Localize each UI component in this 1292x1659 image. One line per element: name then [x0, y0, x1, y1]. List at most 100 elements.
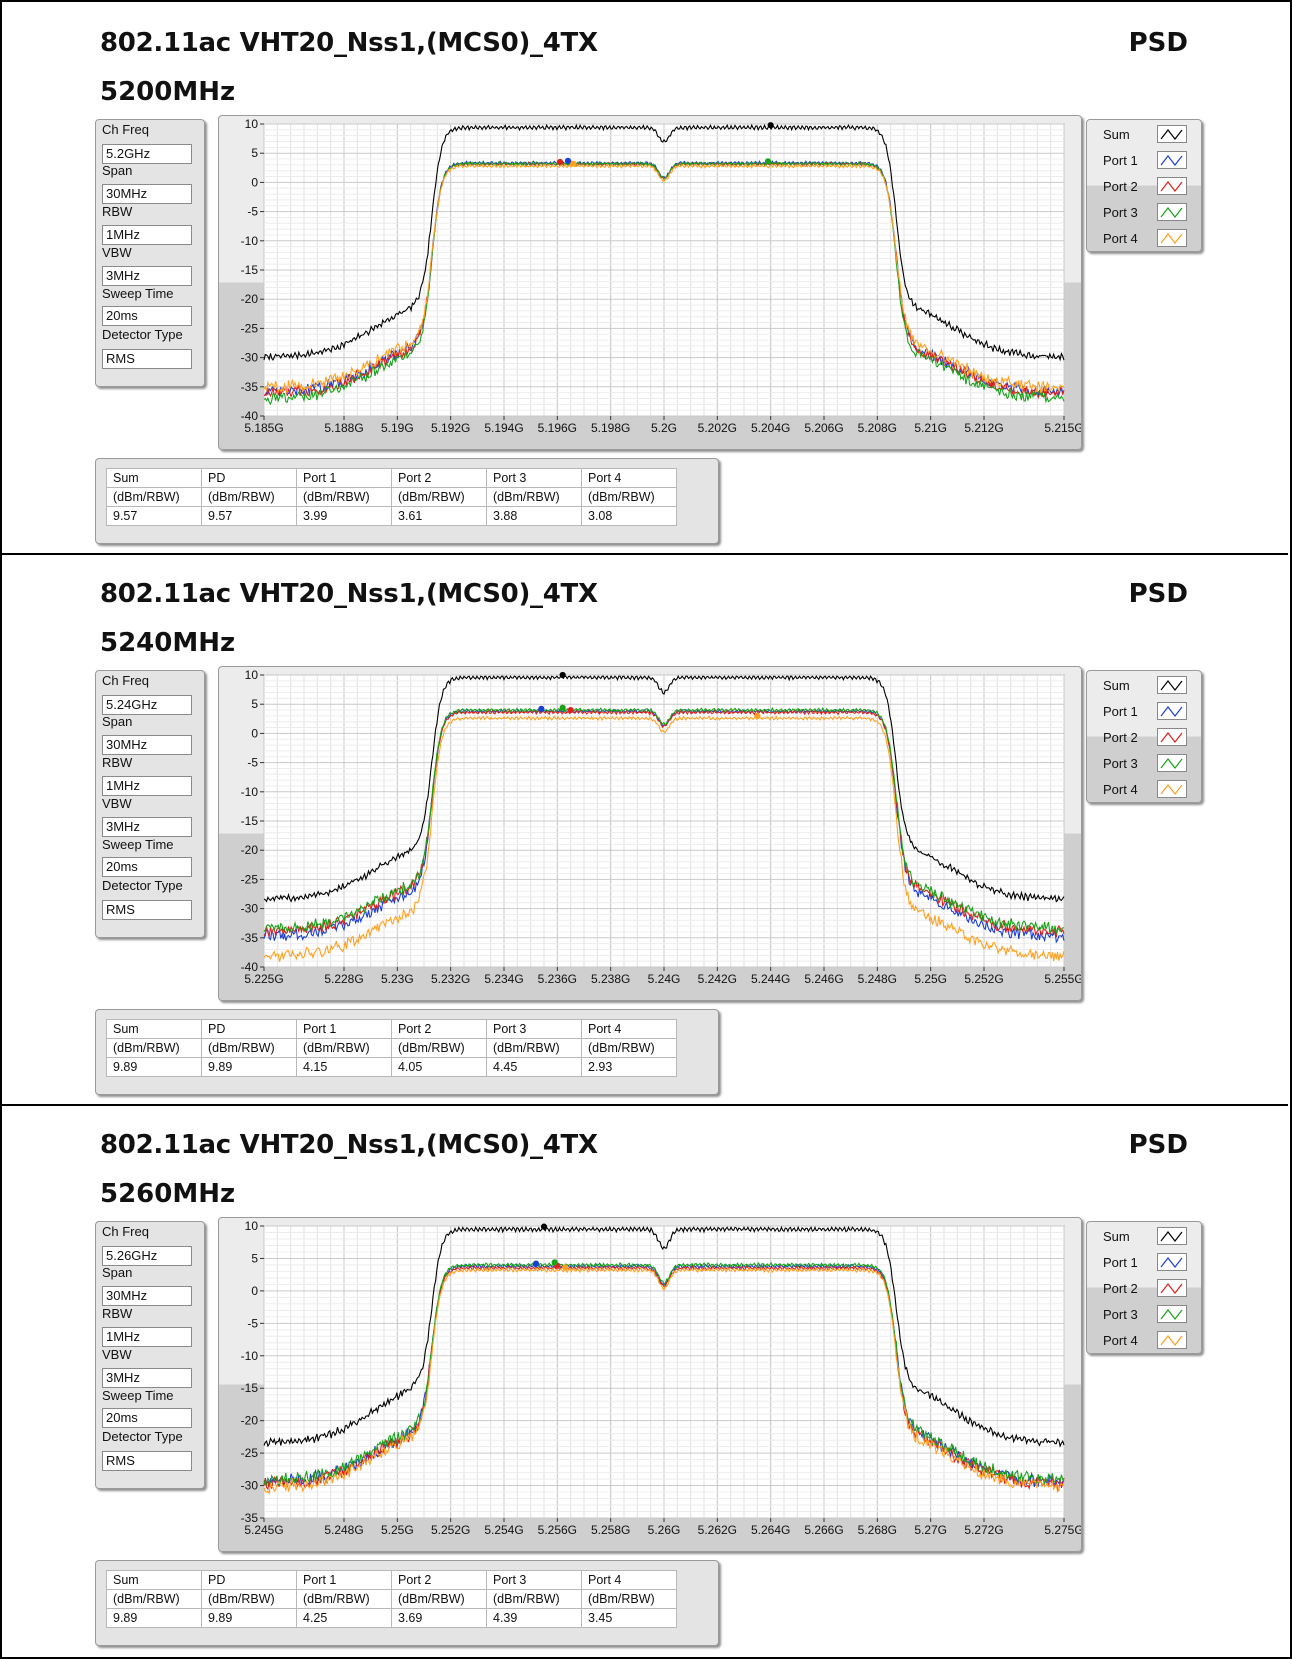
table-row: (dBm/RBW) (dBm/RBW) (dBm/RBW) (dBm/RBW) (dBm… — [106, 1038, 677, 1058]
y-tick-label: 0 — [251, 726, 258, 740]
x-tick-label: 5.248G — [324, 1523, 363, 1537]
x-tick-label: 5.236G — [538, 972, 577, 986]
table-cell: 3.08 — [581, 506, 677, 526]
table-cell: 4.39 — [486, 1608, 582, 1628]
param-value-field[interactable]: 5.26GHz — [102, 1246, 192, 1266]
table-cell: 3.45 — [581, 1608, 677, 1628]
legend-item[interactable]: Port 2 — [1087, 175, 1203, 199]
legend-item[interactable]: Port 1 — [1087, 700, 1203, 724]
param-value-field[interactable]: 30MHz — [102, 184, 192, 204]
legend-item[interactable]: Port 1 — [1087, 149, 1203, 173]
param-value-field[interactable]: 30MHz — [102, 1286, 192, 1306]
y-tick-label: 0 — [251, 175, 258, 189]
table-cell: 9.57 — [106, 506, 202, 526]
legend-panel[interactable]: Sum Port 1 Port 2 Port 3 Port 4 — [1086, 119, 1202, 252]
table-cell: 3.69 — [391, 1608, 487, 1628]
legend-item[interactable]: Sum — [1087, 674, 1203, 698]
legend-item[interactable]: Port 3 — [1087, 1303, 1203, 1327]
psd-label: PSD — [1128, 28, 1188, 58]
y-tick-label: 10 — [245, 668, 259, 682]
param-value-field[interactable]: 1MHz — [102, 1327, 192, 1347]
table-row: 9.57 9.57 3.99 3.61 3.88 3.08 — [106, 506, 677, 526]
legend-item[interactable]: Sum — [1087, 1225, 1203, 1249]
y-tick-label: -25 — [241, 321, 259, 335]
chart-section: 802.11ac VHT20_Nss1,(MCS0)_4TX PSD 5240MHz… — [2, 551, 1288, 1102]
table-cell: (dBm/RBW) — [486, 1038, 582, 1058]
legend-line-glyph — [1160, 1309, 1183, 1320]
peak-marker — [767, 122, 774, 129]
table-cell: 9.89 — [201, 1608, 297, 1628]
y-tick-label: 0 — [251, 1284, 258, 1298]
x-tick-label: 5.27G — [914, 1523, 947, 1537]
legend-item[interactable]: Port 4 — [1087, 227, 1203, 251]
legend-item[interactable]: Port 2 — [1087, 1277, 1203, 1301]
param-value-field[interactable]: 30MHz — [102, 735, 192, 755]
legend-item[interactable]: Port 3 — [1087, 201, 1203, 225]
param-value-field[interactable]: 5.24GHz — [102, 695, 192, 715]
trace-port-4 — [263, 715, 1065, 962]
legend-line-glyph — [1160, 706, 1183, 717]
param-value-field[interactable]: 3MHz — [102, 1368, 192, 1388]
y-tick-label: -35 — [241, 931, 259, 945]
legend-label: Port 3 — [1103, 205, 1138, 220]
x-tick-label: 5.266G — [804, 1523, 843, 1537]
table-row: 9.89 9.89 4.15 4.05 4.45 2.93 — [106, 1057, 677, 1077]
x-tick-label: 5.25G — [914, 972, 947, 986]
psd-label: PSD — [1128, 1130, 1188, 1160]
x-tick-label: 5.25G — [381, 1523, 414, 1537]
param-value-field[interactable]: 20ms — [102, 306, 192, 326]
param-value-field[interactable]: RMS — [102, 900, 192, 920]
param-label: Detector Type — [102, 878, 183, 893]
psd-label: PSD — [1128, 579, 1188, 609]
legend-panel[interactable]: Sum Port 1 Port 2 Port 3 Port 4 — [1086, 1221, 1202, 1354]
chart-subtitle: 5200MHz — [100, 77, 236, 107]
x-tick-label: 5.228G — [324, 972, 363, 986]
x-tick-label: 5.255G — [1044, 972, 1081, 986]
legend-line-glyph — [1160, 1257, 1183, 1268]
legend-line-glyph — [1160, 129, 1183, 140]
param-value-field[interactable]: 20ms — [102, 857, 192, 877]
legend-item[interactable]: Port 4 — [1087, 778, 1203, 802]
table-cell: (dBm/RBW) — [486, 487, 582, 507]
legend-panel[interactable]: Sum Port 1 Port 2 Port 3 Port 4 — [1086, 670, 1202, 803]
peak-marker — [754, 712, 761, 719]
x-tick-label: 5.232G — [431, 972, 470, 986]
legend-item[interactable]: Port 1 — [1087, 1251, 1203, 1275]
table-cell: Sum — [106, 1570, 202, 1590]
y-tick-label: -10 — [241, 785, 259, 799]
table-cell: Port 4 — [581, 1019, 677, 1039]
table-cell: (dBm/RBW) — [106, 1589, 202, 1609]
x-tick-label: 5.256G — [538, 1523, 577, 1537]
param-value-field[interactable]: 1MHz — [102, 776, 192, 796]
peak-marker — [559, 671, 566, 679]
table-cell: (dBm/RBW) — [106, 1038, 202, 1058]
param-value-field[interactable]: 3MHz — [102, 817, 192, 837]
legend-item[interactable]: Sum — [1087, 123, 1203, 147]
y-tick-label: 10 — [245, 1219, 259, 1233]
table-cell: 2.93 — [581, 1057, 677, 1077]
legend-item[interactable]: Port 3 — [1087, 752, 1203, 776]
table-cell: Port 4 — [581, 1570, 677, 1590]
legend-swatch-icon — [1157, 754, 1187, 772]
y-tick-label: -25 — [241, 1446, 259, 1460]
x-tick-label: 5.258G — [591, 1523, 630, 1537]
legend-item[interactable]: Port 2 — [1087, 726, 1203, 750]
param-value-field[interactable]: 5.2GHz — [102, 144, 192, 164]
x-tick-label: 5.192G — [431, 421, 470, 435]
x-tick-label: 5.208G — [858, 421, 897, 435]
param-value-field[interactable]: RMS — [102, 1451, 192, 1471]
table-cell: Port 3 — [486, 1019, 582, 1039]
x-tick-label: 5.254G — [484, 1523, 523, 1537]
param-value-field[interactable]: RMS — [102, 349, 192, 369]
legend-item[interactable]: Port 4 — [1087, 1329, 1203, 1353]
legend-label: Port 3 — [1103, 756, 1138, 771]
results-table: Sum PD Port 1 Port 2 Port 3 Port 4 (dBm/RBW) (d… — [106, 1570, 677, 1628]
param-value-field[interactable]: 1MHz — [102, 225, 192, 245]
peak-marker — [551, 1259, 558, 1266]
table-cell: (dBm/RBW) — [581, 1038, 677, 1058]
param-value-field[interactable]: 3MHz — [102, 266, 192, 286]
peak-marker — [532, 1260, 540, 1267]
x-tick-label: 5.252G — [431, 1523, 470, 1537]
param-value-field[interactable]: 20ms — [102, 1408, 192, 1428]
y-tick-label: -5 — [247, 756, 258, 770]
